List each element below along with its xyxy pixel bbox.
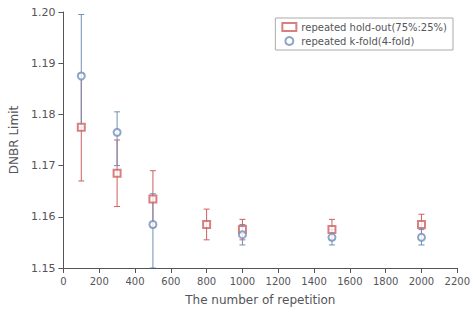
svg-text:400: 400 [125, 276, 144, 287]
svg-text:800: 800 [197, 276, 216, 287]
svg-text:200: 200 [90, 276, 109, 287]
svg-text:repeated k-fold(4-fold): repeated k-fold(4-fold) [301, 36, 414, 47]
svg-text:The number of repetition: The number of repetition [184, 293, 335, 307]
svg-text:1.16: 1.16 [31, 210, 56, 223]
svg-text:1.17: 1.17 [31, 159, 56, 172]
svg-text:1800: 1800 [373, 276, 398, 287]
svg-text:1.19: 1.19 [31, 57, 56, 70]
svg-text:1400: 1400 [301, 276, 326, 287]
svg-text:600: 600 [161, 276, 180, 287]
svg-text:1.15: 1.15 [31, 262, 56, 275]
svg-text:repeated hold-out(75%:25%): repeated hold-out(75%:25%) [301, 22, 447, 33]
svg-text:1000: 1000 [230, 276, 255, 287]
svg-text:0: 0 [60, 276, 66, 287]
svg-text:2000: 2000 [409, 276, 434, 287]
svg-text:1.20: 1.20 [31, 6, 56, 19]
svg-text:2200: 2200 [445, 276, 470, 287]
svg-text:1.18: 1.18 [31, 108, 56, 121]
svg-text:1200: 1200 [266, 276, 291, 287]
svg-text:DNBR Limit: DNBR Limit [7, 106, 21, 175]
svg-text:1600: 1600 [337, 276, 362, 287]
